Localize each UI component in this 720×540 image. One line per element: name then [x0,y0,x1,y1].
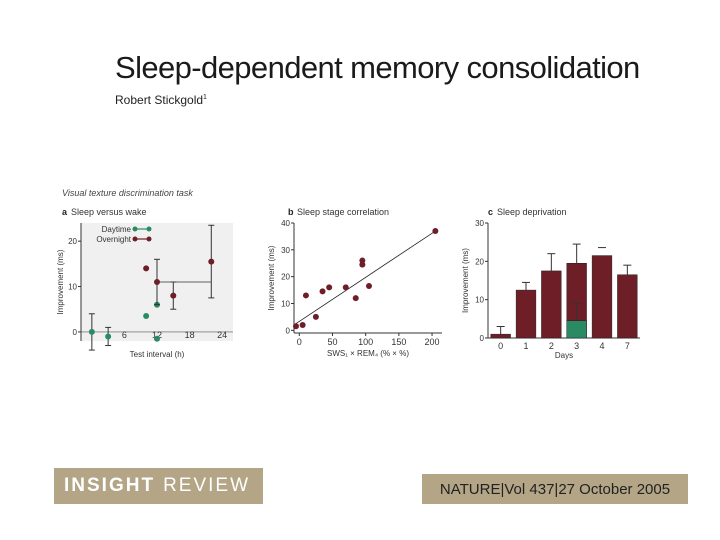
x-tick-label: 3 [574,341,579,351]
daytime-point [143,313,150,320]
chart-panel-c: c Sleep deprivation 0 10 20 30 0 1 2 3 4 7 Days Impro… [461,207,640,360]
y-tick-label: 40 [281,219,290,228]
y-tick-label: 20 [281,273,290,282]
insight-label: INSIGHT [64,475,156,496]
y-tick-label: 0 [286,326,291,335]
legend-marker [132,236,138,242]
legend-label: Overnight [96,235,131,244]
data-point [302,292,309,299]
x-axis-label: Days [555,351,573,360]
daytime-point [154,335,160,342]
data-point [292,323,299,330]
legend-marker [146,226,152,232]
panel-letter: b [288,207,294,217]
x-axis-label: Test interval (h) [130,350,185,359]
daytime-point [105,333,112,340]
y-axis-label: Improvement (ms) [267,245,276,310]
data-point [352,295,359,302]
x-tick-label: 4 [599,341,604,351]
y-tick-label: 30 [475,219,484,228]
article-title: Sleep-dependent memory consolidation [115,50,640,85]
x-tick-label: 0 [498,341,503,351]
y-axis-label: Improvement (ms) [56,249,65,314]
data-point [326,284,333,291]
panel-title: Sleep stage correlation [297,207,389,217]
panel-letter: c [488,207,493,217]
x-tick-label: 2 [549,341,554,351]
x-tick-label: 0 [297,337,302,347]
y-tick-label: 30 [281,246,290,255]
data-point [299,321,306,328]
x-tick-label: 7 [625,341,630,351]
x-tick-label: 12 [152,330,162,340]
figure-caption: Visual texture discrimination task [62,188,193,198]
overnight-point [170,292,177,299]
data-point [365,283,372,290]
overnight-point [208,258,215,265]
x-axis-label: SWS₁ × REM₄ (% × %) [327,349,409,358]
x-tick-label: 100 [358,337,373,347]
review-label: REVIEW [163,475,251,496]
x-tick-label: 50 [327,337,337,347]
x-tick-label: 1 [523,341,528,351]
x-tick-label: 24 [217,330,227,340]
journal-citation: NATURE|Vol 437|27 October 2005 [439,480,671,498]
author-affiliation: 1 [203,94,207,101]
y-tick-label: 20 [475,257,484,266]
y-tick-label: 10 [281,299,290,308]
data-point [312,313,319,320]
panel-letter: a [62,207,68,217]
bar [617,274,638,339]
y-tick-label: 20 [68,237,77,246]
regression-line [293,230,436,326]
daytime-point [88,328,95,335]
bar [541,270,562,339]
panel-title: Sleep versus wake [71,207,147,217]
y-tick-label: 10 [475,296,484,305]
x-tick-label: 6 [122,330,127,340]
legend-label: Daytime [102,225,132,234]
overnight-point [143,265,150,272]
insight-review-banner: INSIGHT REVIEW [54,468,263,504]
data-point [342,284,349,291]
chart-panel-b: b Sleep stage correlation 0 10 20 30 40 0 50 100 1… [267,207,442,358]
x-tick-label: 150 [391,337,406,347]
data-point [432,228,439,235]
data-point [319,288,326,295]
bar [490,333,511,339]
data-point [359,261,366,268]
x-tick-label: 18 [185,330,195,340]
bar [515,289,537,339]
bar [591,255,613,339]
chart-panel-a: a Sleep versus wake 0 10 20 6 12 18 24 Test inter… [56,207,233,359]
y-axis-label: Improvement (ms) [461,248,470,313]
panel-title: Sleep deprivation [497,207,567,217]
y-tick-label: 10 [68,283,77,292]
y-tick-label: 0 [73,328,78,337]
journal-citation-banner: NATURE|Vol 437|27 October 2005 [422,474,688,504]
y-tick-label: 0 [480,334,485,343]
x-tick-label: 200 [425,337,440,347]
author-name: Robert Stickgold [115,93,204,107]
deprived-bar [566,320,587,339]
article-author: Robert Stickgold1 [115,93,207,107]
legend-marker [146,236,152,242]
legend-marker [132,226,138,232]
overnight-point [154,279,160,285]
